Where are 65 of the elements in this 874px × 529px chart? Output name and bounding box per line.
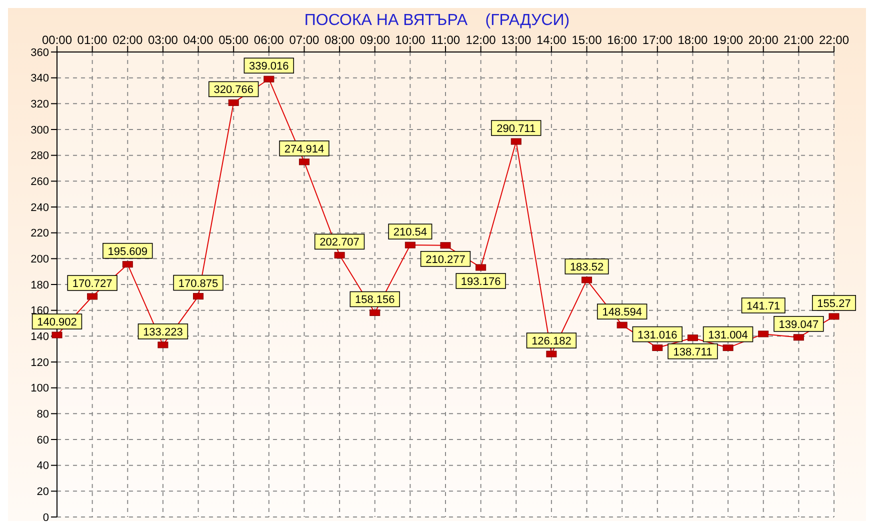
y-tick-label: 60 <box>36 434 49 446</box>
data-label: 193.176 <box>460 276 501 288</box>
data-label: 290.711 <box>496 123 536 135</box>
x-tick-label: 21:00 <box>784 33 814 47</box>
x-tick-label: 16:00 <box>607 33 638 47</box>
x-tick-label: 01:00 <box>77 33 108 47</box>
x-tick-label: 03:00 <box>148 33 178 47</box>
y-tick-label: 360 <box>30 46 49 59</box>
x-tick-label: 05:00 <box>218 33 249 47</box>
data-label: 138.711 <box>673 346 712 358</box>
y-tick-label: 100 <box>30 382 49 395</box>
y-tick-label: 200 <box>30 254 49 266</box>
x-tick-label: 14:00 <box>536 33 567 47</box>
x-tick-label: 08:00 <box>324 33 355 47</box>
x-tick-label: 07:00 <box>289 33 320 47</box>
x-tick-label: 22:00 <box>818 33 850 47</box>
y-tick-label: 260 <box>30 176 49 188</box>
x-tick-label: 15:00 <box>572 33 602 47</box>
y-tick-label: 220 <box>30 228 49 240</box>
x-tick-label: 11:00 <box>430 33 460 47</box>
data-label: 210.277 <box>426 254 466 266</box>
x-tick-label: 09:00 <box>360 33 390 47</box>
x-tick-label: 12:00 <box>466 33 496 47</box>
data-label: 148.594 <box>602 306 642 319</box>
y-tick-label: 40 <box>36 460 49 472</box>
x-tick-label: 04:00 <box>183 33 214 47</box>
data-label: 139.047 <box>778 318 819 331</box>
x-tick-label: 06:00 <box>254 33 284 47</box>
data-label: 131.004 <box>708 329 748 342</box>
x-tick-label: 18:00 <box>678 33 708 47</box>
data-label: 183.52 <box>570 261 604 274</box>
x-tick-label: 13:00 <box>501 33 532 47</box>
x-tick-label: 17:00 <box>642 33 673 47</box>
x-tick-label: 20:00 <box>748 33 779 47</box>
y-tick-label: 320 <box>30 98 49 111</box>
data-label: 131.016 <box>638 329 678 342</box>
y-tick-label: 0 <box>42 512 49 524</box>
data-label: 141.71 <box>746 300 780 312</box>
data-label: 155.27 <box>817 298 851 310</box>
y-tick-label: 120 <box>30 356 49 369</box>
data-label: 210.54 <box>393 226 428 239</box>
y-tick-label: 180 <box>30 279 49 292</box>
data-label: 202.707 <box>320 236 360 249</box>
data-label: 133.223 <box>143 326 183 338</box>
y-tick-label: 300 <box>30 124 49 136</box>
data-label: 170.875 <box>178 278 218 290</box>
y-tick-label: 20 <box>36 486 49 498</box>
data-label: 320.766 <box>214 84 254 96</box>
data-label: 274.914 <box>284 143 324 156</box>
y-tick-label: 240 <box>30 202 49 214</box>
x-tick-label: 00:00 <box>42 33 72 47</box>
x-tick-label: 19:00 <box>713 33 744 47</box>
y-tick-label: 280 <box>30 150 49 162</box>
chart-title: ПОСОКА НА ВЯТЪРА (ГРАДУСИ) <box>303 12 571 30</box>
data-label: 126.182 <box>532 336 572 348</box>
data-label: 195.609 <box>108 246 148 258</box>
data-label: 158.156 <box>354 294 395 306</box>
data-label: 170.727 <box>72 278 112 290</box>
y-tick-label: 80 <box>36 408 49 421</box>
y-tick-label: 140 <box>30 331 49 344</box>
y-tick-label: 340 <box>30 72 49 85</box>
x-tick-label: 02:00 <box>112 33 143 47</box>
data-label: 140.902 <box>37 316 77 328</box>
data-label: 339.016 <box>249 60 289 73</box>
x-tick-label: 10:00 <box>395 33 426 47</box>
